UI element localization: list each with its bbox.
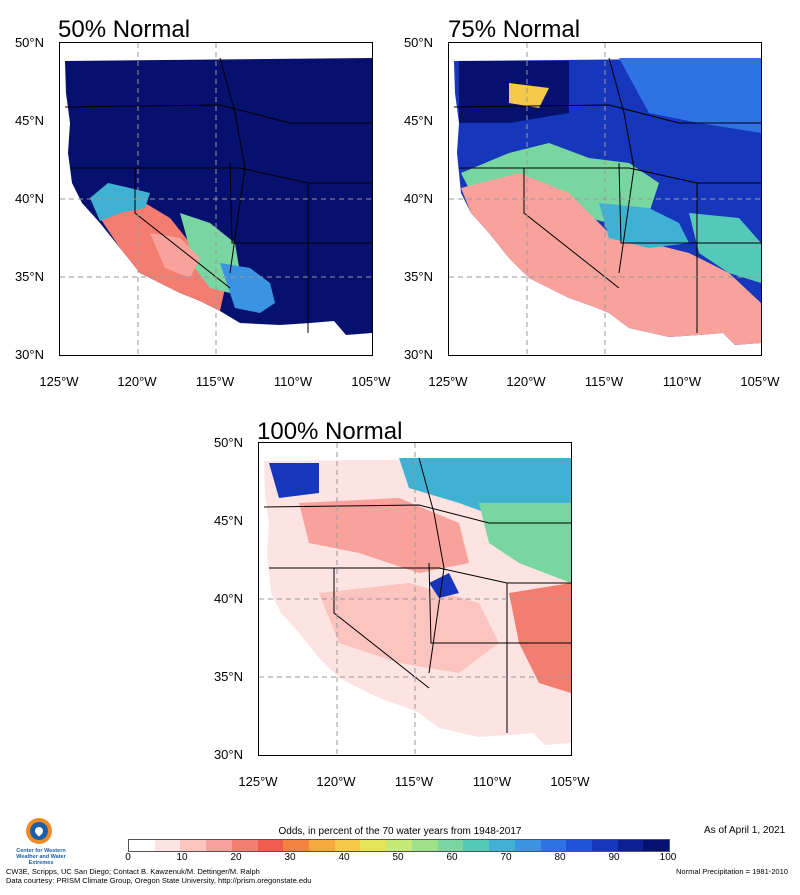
lat-label: 50°N — [213, 435, 243, 450]
colorbar-tick-label: 50 — [392, 852, 404, 863]
colorbar-tick-label: 70 — [500, 852, 512, 863]
colorbar-tick-label: 10 — [176, 852, 188, 863]
lon-label: 110°W — [273, 374, 313, 389]
state-borders — [64, 57, 372, 333]
credit-line: CW3E, Scripps, UC San Diego; Contact B. … — [6, 867, 260, 876]
lat-label: 50°N — [14, 35, 44, 50]
colorbar-swatch — [386, 840, 412, 851]
colorbar-swatch — [411, 840, 438, 851]
logo-text: Center for Western Weather and Water Ext… — [16, 848, 66, 867]
lon-label: 105°W — [351, 374, 391, 389]
panel-title: 100% Normal — [257, 418, 403, 445]
colorbar-swatch — [591, 840, 618, 851]
lon-label: 105°W — [550, 774, 590, 789]
colorbar-swatch — [514, 840, 541, 851]
state-borders — [263, 457, 571, 733]
lat-label: 40°N — [403, 191, 433, 206]
graticule — [449, 43, 761, 355]
map-plot — [59, 42, 373, 356]
colorbar-swatch — [540, 840, 567, 851]
lat-label: 50°N — [403, 35, 433, 50]
colorbar-tick-label: 80 — [554, 852, 566, 863]
state-borders — [453, 57, 761, 333]
lat-label: 30°N — [213, 747, 243, 762]
colorbar-swatch — [309, 840, 335, 851]
map-svg — [60, 43, 372, 355]
lon-label: 120°W — [117, 374, 157, 389]
colorbar-tick-label: 0 — [125, 852, 131, 863]
lat-label: 30°N — [403, 347, 433, 362]
lon-label: 120°W — [316, 774, 356, 789]
lat-label: 40°N — [213, 591, 243, 606]
lon-label: 110°W — [472, 774, 512, 789]
colorbar-swatch — [154, 840, 181, 851]
colorbar-swatch — [643, 840, 670, 851]
colorbar-swatch — [129, 840, 155, 851]
colorbar-tick-label: 40 — [338, 852, 350, 863]
colorbar-tick-label: 30 — [284, 852, 296, 863]
colorbar-swatch — [617, 840, 644, 851]
colorbar-swatch — [360, 840, 387, 851]
panel-title: 50% Normal — [58, 16, 191, 43]
lon-label: 120°W — [506, 374, 546, 389]
colorbar-swatch — [180, 840, 207, 851]
lon-label: 105°W — [740, 374, 780, 389]
normal-note: Normal Precipitation = 1981-2010 — [676, 867, 788, 876]
lat-label: 35°N — [14, 269, 44, 284]
map-fill — [65, 58, 372, 335]
colorbar-tick-label: 90 — [608, 852, 620, 863]
panel-title: 75% Normal — [448, 16, 581, 43]
graticule — [259, 443, 571, 755]
lat-label: 40°N — [14, 191, 44, 206]
lat-label: 45°N — [213, 513, 243, 528]
colorbar-swatch — [463, 840, 490, 851]
lat-label: 45°N — [14, 113, 44, 128]
lon-label: 125°W — [238, 774, 278, 789]
lat-label: 35°N — [213, 669, 243, 684]
map-fill — [264, 458, 571, 745]
cw3e-logo-icon — [26, 818, 52, 844]
colorbar-swatch — [257, 840, 284, 851]
colorbar-tick-label: 60 — [446, 852, 458, 863]
lon-label: 125°W — [39, 374, 79, 389]
colorbar — [128, 839, 670, 852]
lon-label: 115°W — [584, 374, 624, 389]
graticule — [60, 43, 372, 355]
as-of-date: As of April 1, 2021 — [704, 825, 786, 836]
map-svg — [259, 443, 571, 755]
lon-label: 115°W — [195, 374, 235, 389]
lat-label: 45°N — [403, 113, 433, 128]
colorbar-swatch — [489, 840, 515, 851]
colorbar-swatch — [566, 840, 592, 851]
lon-label: 125°W — [428, 374, 468, 389]
colorbar-swatch — [206, 840, 232, 851]
colorbar-swatch — [231, 840, 258, 851]
colorbar-swatch — [334, 840, 361, 851]
map-svg — [449, 43, 761, 355]
colorbar-title: Odds, in percent of the 70 water years f… — [278, 826, 522, 837]
colorbar-swatch — [283, 840, 310, 851]
colorbar-tick-label: 100 — [659, 852, 677, 863]
colorbar-tick-label: 20 — [230, 852, 242, 863]
lon-label: 115°W — [394, 774, 434, 789]
lat-label: 30°N — [14, 347, 44, 362]
map-fill — [454, 58, 761, 345]
map-plot — [448, 42, 762, 356]
data-credit-line: Data courtesy: PRISM Climate Group, Oreg… — [6, 876, 312, 885]
map-plot — [258, 442, 572, 756]
colorbar-swatch — [437, 840, 464, 851]
lat-label: 35°N — [403, 269, 433, 284]
lon-label: 110°W — [662, 374, 702, 389]
